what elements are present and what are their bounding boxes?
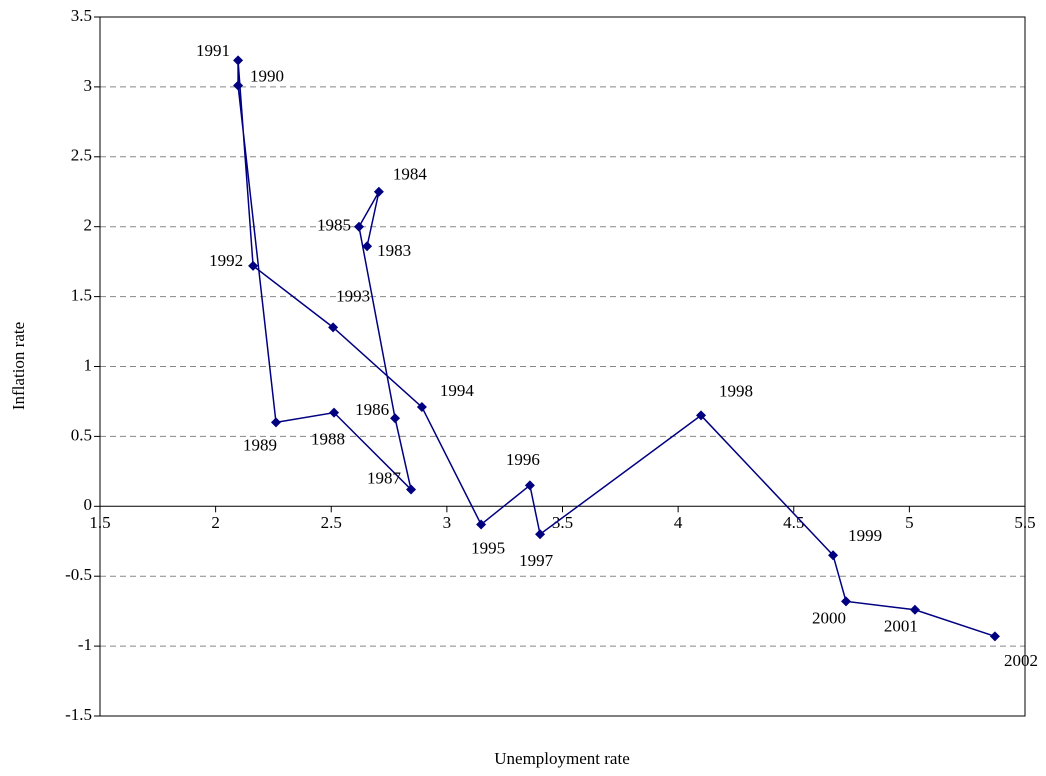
point-label: 1992 bbox=[209, 251, 243, 270]
point-label: 2000 bbox=[812, 608, 846, 627]
point bbox=[476, 519, 487, 530]
point bbox=[535, 529, 546, 540]
point-label: 1991 bbox=[196, 41, 230, 60]
point bbox=[328, 322, 339, 333]
x-axis-title: Unemployment rate bbox=[494, 749, 630, 768]
y-tick-label: 0 bbox=[84, 495, 93, 514]
y-tick-label: -1 bbox=[78, 635, 92, 654]
point bbox=[248, 260, 259, 271]
point-label: 1988 bbox=[311, 430, 345, 449]
x-tick-label: 4.5 bbox=[783, 513, 804, 532]
point bbox=[989, 631, 1000, 642]
y-tick-label: -1.5 bbox=[65, 705, 92, 724]
y-tick-label: 3.5 bbox=[71, 6, 92, 25]
point-label: 1987 bbox=[367, 468, 402, 487]
point bbox=[390, 413, 401, 424]
x-tick-label: 3 bbox=[443, 513, 452, 532]
point-label: 2002 bbox=[1004, 651, 1038, 670]
point-label: 1998 bbox=[719, 381, 753, 400]
point bbox=[233, 80, 244, 91]
x-tick-label: 3.5 bbox=[552, 513, 573, 532]
series-line bbox=[237, 60, 996, 638]
point bbox=[828, 550, 839, 561]
point-label: 1996 bbox=[506, 450, 540, 469]
point bbox=[354, 221, 364, 232]
point bbox=[362, 241, 373, 252]
point-label: 1997 bbox=[519, 551, 554, 570]
y-tick-label: 2.5 bbox=[71, 146, 92, 165]
point bbox=[329, 407, 340, 418]
point bbox=[524, 480, 535, 491]
x-tick-label: 1.5 bbox=[89, 513, 110, 532]
point bbox=[909, 604, 920, 615]
y-tick-label: -0.5 bbox=[65, 565, 92, 584]
y-tick-label: 0.5 bbox=[71, 425, 92, 444]
x-tick-label: 2 bbox=[211, 513, 220, 532]
x-tick-label: 4 bbox=[674, 513, 683, 532]
point-label: 1984 bbox=[393, 165, 428, 184]
point-label: 1990 bbox=[250, 66, 284, 85]
point-label: 1994 bbox=[440, 381, 475, 400]
x-tick-label: 5.5 bbox=[1014, 513, 1035, 532]
point bbox=[696, 410, 707, 421]
x-tick-label: 5 bbox=[905, 513, 914, 532]
point-label: 1985 bbox=[317, 216, 351, 235]
point-label: 1989 bbox=[243, 435, 277, 454]
point-label: 1993 bbox=[336, 286, 370, 305]
y-tick-label: 1.5 bbox=[71, 286, 92, 305]
y-tick-label: 2 bbox=[84, 216, 93, 235]
point bbox=[270, 417, 281, 428]
point-label: 1986 bbox=[355, 400, 389, 419]
x-tick-label: 2.5 bbox=[321, 513, 342, 532]
y-tick-label: 3 bbox=[84, 76, 93, 95]
y-tick-label: 1 bbox=[84, 355, 93, 374]
point bbox=[406, 484, 417, 495]
point-label: 1995 bbox=[471, 538, 505, 557]
point bbox=[841, 596, 852, 607]
y-axis-title: Inflation rate bbox=[9, 322, 28, 410]
point bbox=[416, 402, 427, 413]
point-label: 1999 bbox=[848, 526, 882, 545]
point-label: 1983 bbox=[377, 241, 411, 260]
point-label: 2001 bbox=[884, 617, 918, 636]
point bbox=[233, 55, 244, 66]
point bbox=[373, 186, 384, 197]
plot-frame bbox=[99, 16, 1026, 717]
